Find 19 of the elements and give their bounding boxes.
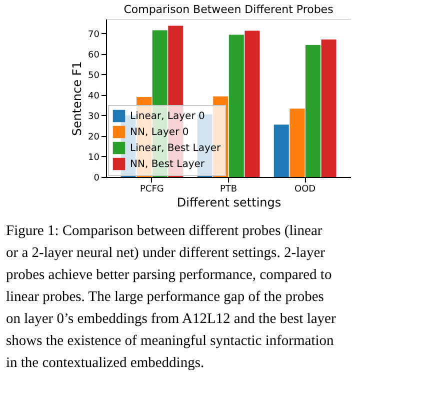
caption: Figure 1: Comparison between different probes (linear or a 2-layer neural net) under different settings. 2-layer probes achieve better parsing performance, compared to linear probes. The large performance gap of the probes on layer 0’s embeddings from A12L12 and the best layer shows the existence of meaningful syntactic information in the contextualized embeddings.: [6, 223, 336, 371]
y-tick-label: 20: [88, 132, 100, 142]
y-tick-label: 10: [88, 152, 100, 163]
y-tick-label: 50: [88, 70, 100, 81]
y-tick-label: 0: [94, 174, 100, 184]
x-tick-label: PTB: [220, 184, 238, 194]
legend-label: NN, Best Layer: [130, 159, 206, 170]
y-axis-title: Sentence F1: [70, 61, 84, 136]
legend-label: NN, Layer 0: [130, 127, 189, 138]
x-tick-label: OOD: [294, 184, 316, 194]
legend-label: Linear, Layer 0: [130, 111, 205, 122]
legend-label: Linear, Best Layer: [130, 143, 222, 154]
y-tick-label: 70: [88, 30, 100, 40]
y-tick-label: 60: [88, 50, 100, 60]
y-tick-label: 30: [88, 112, 100, 122]
chart-title: Comparison Between Different Probes: [124, 3, 334, 16]
x-axis-title: Different settings: [176, 196, 282, 210]
x-tick-label: PCFG: [140, 184, 164, 194]
y-tick-label: 40: [88, 91, 100, 102]
